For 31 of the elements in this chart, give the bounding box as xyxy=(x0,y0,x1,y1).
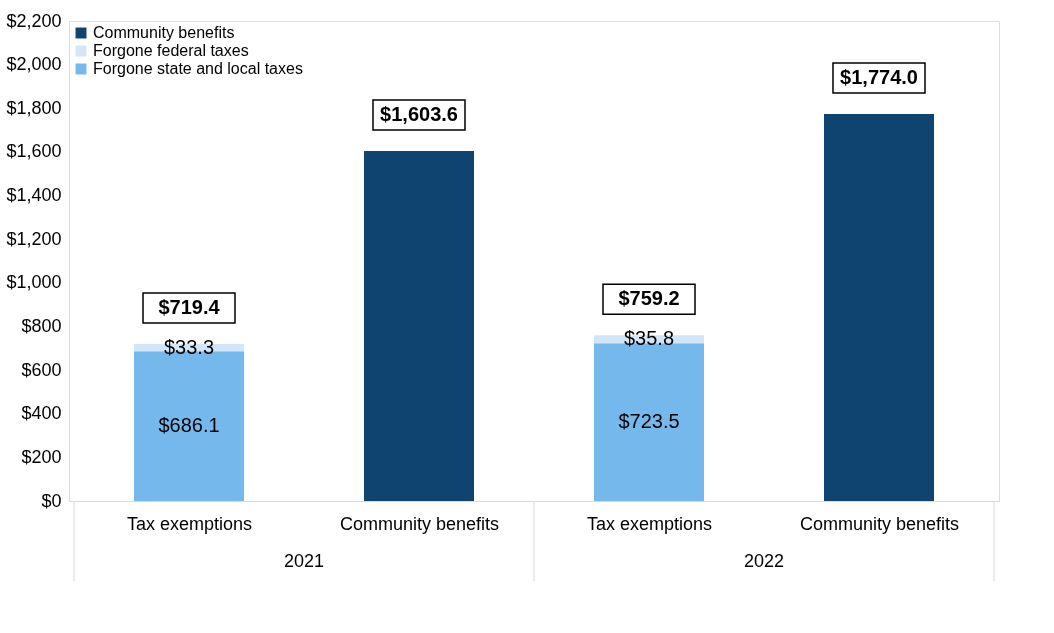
y-tick-label: $200 xyxy=(21,446,62,467)
y-tick-label: $800 xyxy=(21,315,62,336)
legend-label: Forgone federal taxes xyxy=(93,42,249,59)
legend-label: Forgone state and local taxes xyxy=(93,60,303,77)
y-tick-label: $1,000 xyxy=(6,272,62,293)
data-label: $686.1 xyxy=(158,414,220,437)
total-label: $1,603.6 xyxy=(380,103,458,126)
y-tick-label: $1,800 xyxy=(6,97,62,118)
total-label: $1,774.0 xyxy=(840,65,918,88)
total-label: $719.4 xyxy=(158,296,221,319)
x-tick-label: Community benefits xyxy=(339,513,500,534)
data-label: $35.8 xyxy=(623,327,675,350)
data-label: $33.3 xyxy=(163,335,215,358)
y-tick-label: $1,200 xyxy=(6,228,62,249)
bar xyxy=(824,113,934,501)
y-tick-label: $1,600 xyxy=(6,141,62,162)
text: 2021 xyxy=(283,551,325,571)
legend-label: Community benefits xyxy=(93,24,235,41)
bar xyxy=(364,151,474,501)
y-tick-label: $0 xyxy=(41,490,62,511)
text: 2022 xyxy=(743,551,785,571)
total-label: $759.2 xyxy=(618,287,680,310)
y-tick-label: $600 xyxy=(21,359,62,380)
x-tick-label: Tax exemptions xyxy=(586,513,713,534)
x-tick-label: Community benefits xyxy=(799,513,960,534)
x-tick-label: Tax exemptions xyxy=(126,513,253,534)
y-tick-label: $1,400 xyxy=(6,185,62,206)
y-tick-label: $2,200 xyxy=(6,10,62,31)
y-tick-label: $400 xyxy=(21,403,62,424)
data-label: $723.5 xyxy=(618,410,680,433)
y-tick-label: $2,000 xyxy=(6,54,62,75)
